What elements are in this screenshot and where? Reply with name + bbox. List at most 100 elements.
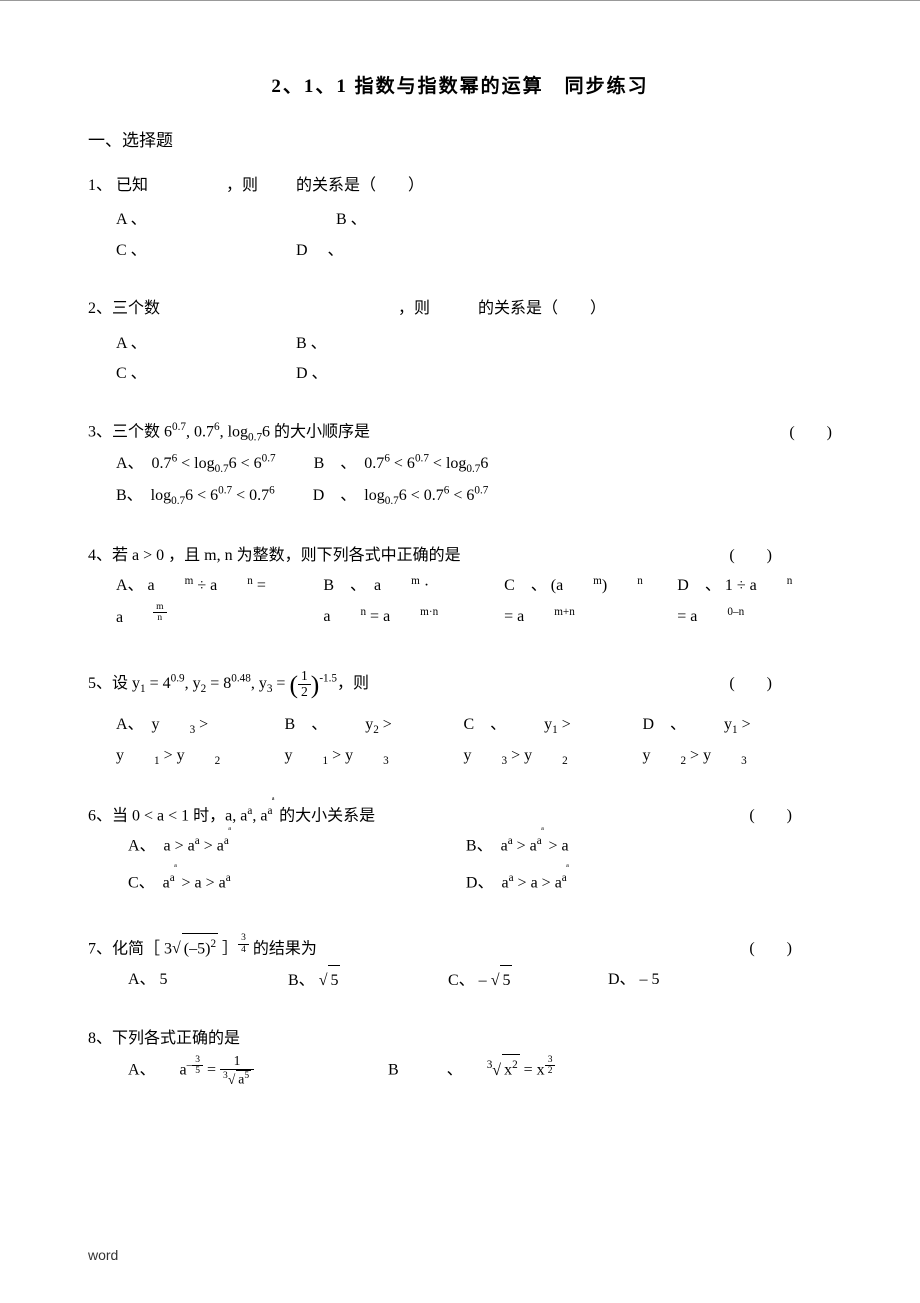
- q7c2: 5: [500, 965, 512, 996]
- q4c-em: m: [593, 575, 602, 587]
- q5a3: > y: [160, 747, 185, 764]
- q6ae2: a: [224, 835, 229, 847]
- exp-07a: 0.7: [172, 421, 186, 433]
- q6a2: > a: [200, 838, 224, 855]
- question-2: 2、三个数 ，则 的关系是（ ） A 、 B 、 C 、 D 、: [88, 294, 832, 389]
- q5s1: 5、设 y: [88, 675, 140, 692]
- q5s6: =: [272, 675, 289, 692]
- q4-paren: ( ): [729, 541, 772, 571]
- q3b-e2: 0.7: [415, 453, 429, 465]
- q5d3: > y: [686, 747, 711, 764]
- q5e1: 0.9: [171, 673, 185, 685]
- q5c0: C 、: [463, 716, 514, 733]
- q4b-1: B 、 a: [323, 577, 381, 594]
- q4d-2: = a: [677, 608, 697, 625]
- q4c-emn: m+n: [554, 606, 575, 618]
- q6d1: D、 a: [466, 874, 509, 891]
- q6s3: 的大小关系是: [275, 807, 375, 824]
- q1-text-c: 的关系是（ ）: [296, 177, 424, 194]
- q4b-em: m: [411, 575, 420, 587]
- q8bx: x: [504, 1062, 512, 1079]
- q3-opt-b: B 、 0.76 < 60.7 < log0.76: [314, 455, 489, 472]
- q7fd: 4: [238, 945, 249, 955]
- q5-opt-c: C 、 y1 > y3 > y2: [463, 710, 612, 773]
- question-1: 1、 已知 ，则 的关系是（ ） A 、 B 、 C 、 D 、: [88, 171, 832, 266]
- q4a-fn: m: [153, 602, 166, 613]
- q5a1: A、 y: [116, 716, 160, 733]
- q3-t2: , 0.7: [186, 424, 214, 441]
- q2-opt-a: A 、: [116, 329, 256, 359]
- q3a-e2: 0.7: [262, 453, 276, 465]
- section-heading: 一、选择题: [88, 126, 832, 151]
- q6c2: > a > a: [177, 874, 225, 891]
- q4d-1: D 、 1 ÷ a: [677, 577, 756, 594]
- q3a-s1: 0.7: [215, 464, 229, 476]
- q4c-3: = a: [504, 608, 524, 625]
- q3-t4: 6 的大小顺序是: [262, 424, 370, 441]
- q5-opt-d: D 、 y1 > y2 > y3: [642, 710, 792, 773]
- q3-paren: ( ): [789, 418, 832, 448]
- q8afd: 5: [192, 1066, 203, 1076]
- question-6: 6、当 0 < a < 1 时，a, aa, aaa 的大小关系是 ( ) A、…: [88, 801, 832, 905]
- footer-text: word: [88, 1247, 118, 1263]
- q4-opt-c: C 、 (am)n = am+n: [504, 571, 647, 633]
- q1-text-a: 1、 已知: [88, 177, 148, 194]
- q4b-3: = a: [366, 608, 390, 625]
- q6ae2s: a: [228, 826, 231, 832]
- q1-opt-a: A 、: [116, 205, 296, 235]
- q3c-1: B、 log: [116, 487, 171, 504]
- q5s4: = 8: [206, 675, 231, 692]
- q4d-ezn: 0–n: [727, 606, 744, 618]
- q4c-1: C 、 (a: [504, 577, 563, 594]
- q3-stem: 3、三个数 60.7, 0.76, log0.76 的大小顺序是 ( ): [88, 417, 832, 449]
- q4a-fd: n: [153, 613, 166, 623]
- q3b-2: < 6: [390, 455, 415, 472]
- q5-opt-a: A、 y3 > y1 > y2: [116, 710, 255, 773]
- q3d-3: < 6: [449, 487, 474, 504]
- q5s2: = 4: [146, 675, 171, 692]
- q7s2: ］: [218, 940, 238, 957]
- q4-text: 4、若 a > 0 ，且 m, n 为整数，则下列各式中正确的是: [88, 541, 461, 571]
- q4c-en: n: [637, 575, 643, 587]
- q5s7: ，则: [337, 675, 369, 692]
- q6ce1s: a: [174, 863, 177, 869]
- q1-stem: 1、 已知 ，则 的关系是（ ）: [88, 171, 832, 201]
- q7sqe: 2: [210, 938, 216, 950]
- q7fn: 3: [238, 933, 249, 944]
- q6-paren: ( ): [749, 801, 792, 831]
- q3c-e2: 6: [269, 485, 275, 497]
- q5d0: D 、: [642, 716, 694, 733]
- question-4: 4、若 a > 0 ，且 m, n 为整数，则下列各式中正确的是 ( ) A、 …: [88, 541, 832, 633]
- q2-options: A 、 B 、 C 、 D 、: [88, 329, 832, 390]
- q7b2: 5: [328, 965, 340, 996]
- q3-options: A、 0.76 < log0.76 < 60.7 B 、 0.76 < 60.7…: [88, 449, 832, 513]
- q6de2s: a: [566, 863, 569, 869]
- q5e3: -1.5: [319, 673, 337, 685]
- q7-opt-c: C、 – 5: [448, 965, 608, 996]
- q8-opt-b: B 、 3x2 = x32: [388, 1054, 555, 1087]
- q4-opt-b: B 、 am · an = am·n: [323, 571, 474, 633]
- q5-opt-b: B 、 y2 > y1 > y3: [285, 710, 434, 773]
- q5c-s2: 2: [562, 755, 568, 767]
- q2-opt-c: C 、: [116, 359, 256, 389]
- q7s3: 的结果为: [249, 940, 317, 957]
- q6-options: A、 a > aa > aaa B、 aa > aaa > a C、 aaa >…: [88, 831, 832, 904]
- q3a-1: A、 0.7: [116, 455, 172, 472]
- q1-text-b: ，则: [226, 177, 258, 194]
- q7-stem: 7、化简［ 3(–5)2 ］34 的结果为 ( ): [88, 933, 832, 965]
- q5fd: 2: [298, 685, 311, 700]
- q3c-s1: 0.7: [171, 495, 185, 507]
- q6a1: A、 a > a: [128, 838, 195, 855]
- q6be2: a: [537, 835, 542, 847]
- q2-stem: 2、三个数 ，则 的关系是（ ）: [88, 294, 832, 324]
- q6-opt-b: B、 aa > aaa > a: [466, 831, 804, 862]
- q8a5e: 5: [244, 1071, 249, 1081]
- q8bfn: 3: [545, 1055, 556, 1066]
- q3a-3: 6 < 6: [229, 455, 262, 472]
- q7-opt-a: A、 5: [128, 965, 288, 996]
- q5-stem: 5、设 y1 = 40.9, y2 = 80.48, y3 = (12)-1.5…: [88, 661, 832, 710]
- q8a1: A、 a: [128, 1062, 187, 1079]
- q2-opt-d: D 、: [296, 359, 328, 389]
- q8b2: = x: [520, 1062, 545, 1079]
- q8-options: A、 a–35 = 13a5 B 、 3x2 = x32: [88, 1054, 832, 1087]
